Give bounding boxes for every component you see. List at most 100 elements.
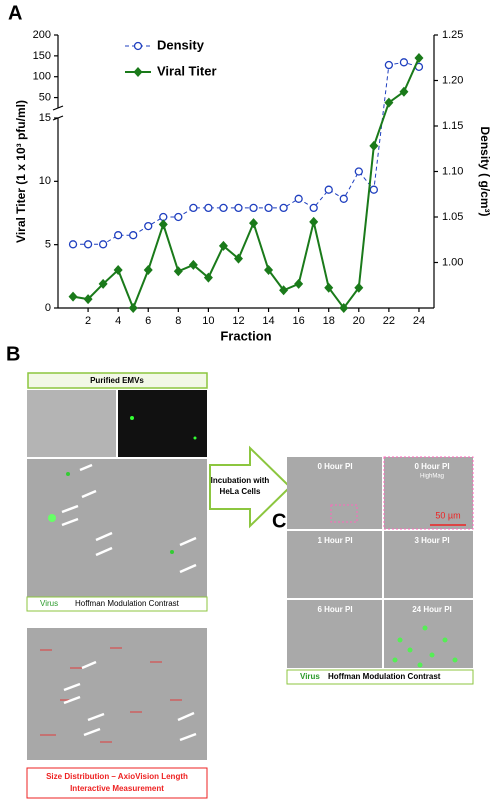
axis-break <box>52 105 64 111</box>
x-tick-label: 14 <box>262 315 274 327</box>
tile-label: 1 Hour PI <box>317 536 352 545</box>
data-point <box>143 265 153 275</box>
tile-label: 3 Hour PI <box>414 536 449 545</box>
data-point <box>219 203 228 213</box>
image <box>384 600 473 668</box>
panel-label: A <box>8 2 22 24</box>
tile-label: 6 Hour PI <box>317 605 352 614</box>
image <box>118 390 207 457</box>
data-point <box>188 259 198 270</box>
y-axis-title: Viral Titer (1 x 10³ pfu/ml) <box>14 100 28 243</box>
image <box>384 531 473 598</box>
y2-tick-label: 1.00 <box>442 256 463 268</box>
caption: Virus <box>300 672 320 681</box>
image <box>27 390 116 457</box>
tile-label: 24 Hour PI <box>412 605 452 614</box>
data-point <box>354 282 364 293</box>
data-point <box>114 231 123 240</box>
data-point <box>204 203 213 213</box>
image <box>287 457 382 529</box>
data-point <box>83 294 93 305</box>
data-point <box>384 60 394 70</box>
caption: Hoffman Modulation Contrast <box>75 599 180 608</box>
data-point <box>309 216 319 227</box>
arrow-text: Incubation with <box>211 476 270 485</box>
x-tick-label: 10 <box>202 315 214 327</box>
caption-box <box>26 767 208 799</box>
y-tick-label: 150 <box>33 50 51 62</box>
data-point <box>68 240 78 249</box>
x-tick-label: 8 <box>175 315 181 327</box>
y2-tick-label: 1.20 <box>442 74 463 86</box>
data-point <box>264 203 273 213</box>
process-arrow <box>209 445 292 529</box>
data-point <box>279 203 288 213</box>
data-point <box>218 240 228 251</box>
data-point <box>294 194 303 203</box>
legend-marker <box>133 41 143 51</box>
y-tick-label: 200 <box>33 29 51 41</box>
dot <box>442 637 448 643</box>
image <box>287 531 382 598</box>
dot <box>407 647 413 653</box>
data-point <box>294 278 304 289</box>
x-tick-label: 4 <box>115 315 121 327</box>
dot <box>417 662 423 668</box>
x-tick-label: 2 <box>85 315 91 327</box>
data-point <box>324 282 334 293</box>
series-line <box>72 57 420 311</box>
tile-label: 0 Hour PI <box>317 462 352 471</box>
data-point <box>173 266 183 277</box>
data-point <box>83 240 93 249</box>
image <box>27 628 207 760</box>
y-tick-label: 100 <box>33 71 51 83</box>
data-point <box>369 185 378 194</box>
x-tick-label: 12 <box>232 315 244 327</box>
panel-label: B <box>6 343 20 365</box>
legend-label: Density <box>157 37 205 52</box>
x-tick-label: 20 <box>353 315 365 327</box>
y2-tick-label: 1.25 <box>442 29 463 41</box>
y2-axis-title: Density ( g/cm³) <box>478 126 492 216</box>
caption: Size Distribution – AxioVision Length <box>46 772 188 781</box>
x-tick-label: 18 <box>323 315 335 327</box>
data-point <box>309 203 318 213</box>
data-point <box>203 272 213 283</box>
panel-label: C <box>272 510 286 532</box>
tile-label: 0 Hour PI <box>414 462 449 471</box>
dot <box>48 514 56 522</box>
data-point <box>189 203 198 213</box>
y-tick-label: 50 <box>39 91 51 103</box>
data-point <box>144 221 153 231</box>
inset-border <box>383 456 474 530</box>
data-point <box>354 167 363 176</box>
image <box>384 457 473 529</box>
x-axis-title: Fraction <box>220 328 271 343</box>
caption: Interactive Measurement <box>70 784 164 793</box>
caption: Hoffman Modulation Contrast <box>328 672 441 681</box>
legend-marker <box>133 67 143 77</box>
dot <box>429 652 435 658</box>
x-tick-label: 6 <box>145 315 151 327</box>
x-tick-label: 24 <box>413 315 425 327</box>
dot <box>193 436 197 440</box>
dot <box>422 625 428 631</box>
legend-label: Viral Titer <box>157 63 217 78</box>
data-point <box>98 240 108 249</box>
data-point <box>113 265 123 275</box>
y2-tick-label: 1.15 <box>442 120 463 132</box>
dot <box>170 550 174 554</box>
arrows <box>61 463 197 574</box>
y-tick-label: 15 <box>39 112 51 124</box>
data-point <box>399 86 409 97</box>
y-tick-label: 5 <box>45 239 51 251</box>
dot <box>66 472 70 476</box>
data-point <box>68 291 78 302</box>
data-point <box>399 58 409 67</box>
data-point <box>174 212 183 222</box>
data-point <box>234 203 243 213</box>
data-point <box>158 219 168 230</box>
x-tick-label: 16 <box>293 315 305 327</box>
arrow-text: HeLa Cells <box>220 487 261 496</box>
